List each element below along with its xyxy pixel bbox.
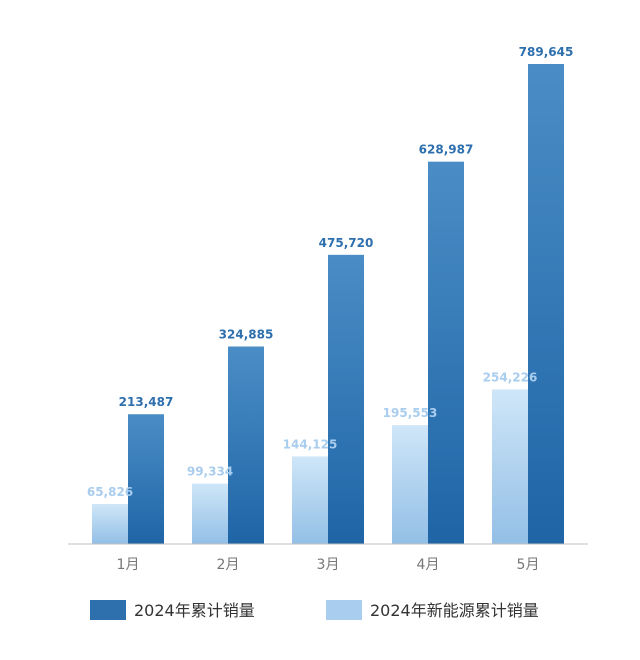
legend: 2024年累计销量 2024年新能源累计销量 (90, 600, 539, 620)
value-label-nev-2: 99,334 (187, 465, 233, 479)
legend-label-nev: 2024年新能源累计销量 (370, 601, 539, 620)
bar-nev-5 (492, 389, 528, 544)
value-label-total-5: 789,645 (519, 45, 574, 59)
legend-swatch-nev (326, 600, 362, 620)
x-tick-label-4: 4月 (417, 557, 440, 573)
bar-total-2 (228, 346, 264, 544)
x-tick-label-3: 3月 (317, 557, 340, 573)
x-tick-labels: 1月 2月 3月 4月 5月 (117, 557, 540, 573)
value-label-total-3: 475,720 (319, 236, 374, 250)
bar-nev-3 (292, 456, 328, 544)
x-tick-label-2: 2月 (217, 557, 240, 573)
bars-layer (92, 64, 564, 544)
legend-label-total: 2024年累计销量 (134, 601, 255, 620)
bar-nev-1 (92, 503, 128, 544)
bar-nev-4 (392, 425, 428, 544)
bar-total-3 (328, 254, 364, 544)
bar-total-5 (528, 64, 564, 544)
legend-swatch-total (90, 600, 126, 620)
value-label-total-1: 213,487 (119, 395, 174, 409)
value-labels-layer: 65,826 213,487 99,334 324,885 144,125 475,720… (87, 45, 573, 499)
x-tick-label-5: 5月 (517, 557, 540, 573)
value-label-nev-5: 254,226 (483, 370, 538, 384)
value-label-total-4: 628,987 (419, 143, 474, 157)
bar-total-4 (428, 161, 464, 544)
bar-total-1 (128, 414, 164, 544)
x-tick-label-1: 1月 (117, 557, 140, 573)
bar-nev-2 (192, 483, 228, 544)
value-label-nev-3: 144,125 (283, 437, 338, 451)
value-label-total-2: 324,885 (219, 328, 274, 342)
value-label-nev-4: 195,553 (383, 406, 438, 420)
value-label-nev-1: 65,826 (87, 485, 133, 499)
